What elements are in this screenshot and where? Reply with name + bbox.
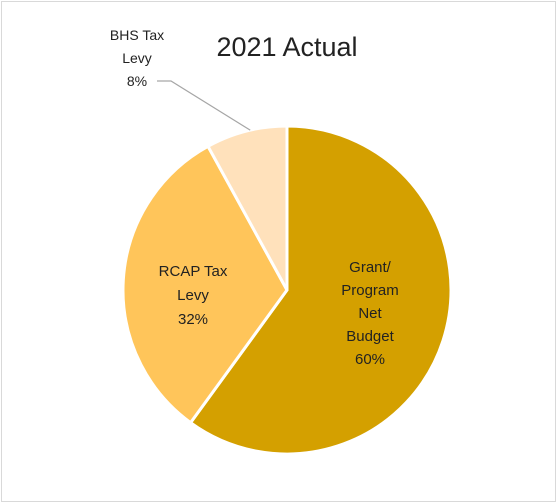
chart-title: 2021 Actual <box>216 32 357 62</box>
data-label-bhs-tax-levy: BHS Tax Levy 8% <box>110 27 164 89</box>
pie-slice-rcap-tax-levy <box>121 144 289 425</box>
pie-slice-bhs-tax-levy <box>206 124 289 292</box>
data-label-grant-program-net-budget: Grant/Program Net Budget 60% <box>341 259 399 368</box>
slice-labels: Grant/Program Net Budget 60% RCAP Tax Levy 32%… <box>110 27 399 368</box>
leader-line-bhs-tax-levy <box>157 80 251 131</box>
data-label-rcap-tax-levy: RCAP Tax Levy 32% <box>159 263 228 328</box>
pie-slices <box>121 124 453 456</box>
pie-slice-grant-program-net-budget <box>189 124 453 456</box>
